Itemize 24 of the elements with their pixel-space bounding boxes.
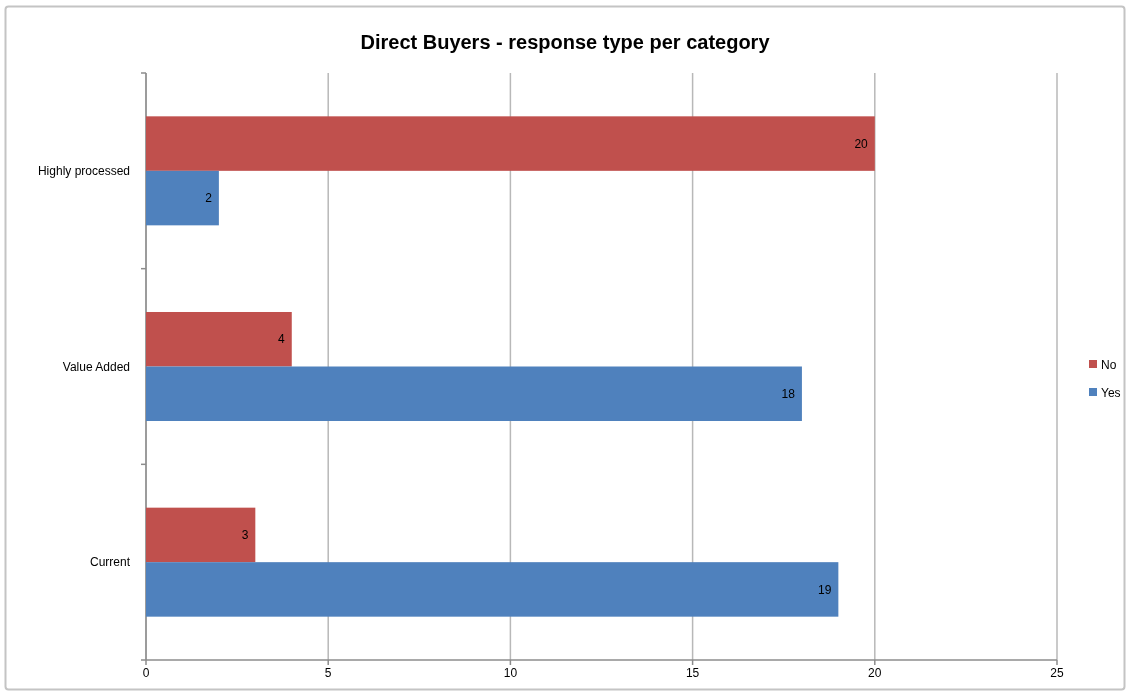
x-tick-label: 5 [324, 666, 332, 680]
y-tick-label: Current [89, 555, 131, 570]
data-label: 19 [818, 582, 832, 597]
data-label: 18 [781, 386, 796, 401]
y-tick-label: Highly processed [37, 164, 130, 179]
x-tick-label: 20 [868, 666, 882, 680]
bar [146, 507, 256, 563]
data-label: 2 [205, 191, 213, 206]
x-tick-label: 15 [685, 666, 700, 680]
bar [146, 366, 802, 421]
chart-title: Direct Buyers - response type per category [360, 31, 771, 53]
data-label: 20 [854, 136, 869, 151]
x-tick-label: 10 [503, 666, 518, 680]
bar [146, 116, 875, 171]
x-tick-label: 0 [142, 666, 150, 680]
x-tick-label: 25 [1050, 666, 1064, 680]
data-label: 4 [278, 332, 286, 347]
data-label: 3 [241, 528, 249, 543]
y-tick-label: Value Added [62, 359, 130, 374]
bar [146, 562, 839, 617]
bar [146, 170, 219, 226]
legend-label: No [1101, 358, 1117, 373]
bar [146, 312, 292, 367]
legend-label: Yes [1101, 386, 1121, 401]
